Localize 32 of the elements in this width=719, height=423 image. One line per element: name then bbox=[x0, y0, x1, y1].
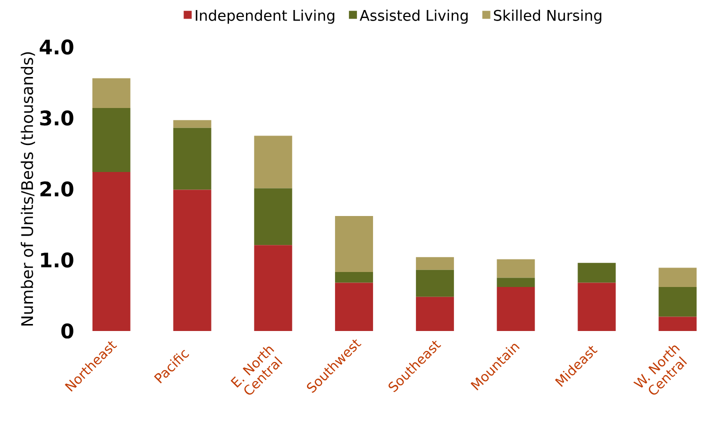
bar bbox=[416, 270, 454, 297]
bar bbox=[335, 272, 374, 283]
bar bbox=[416, 296, 454, 331]
bar bbox=[254, 136, 292, 188]
bar bbox=[416, 257, 454, 270]
legend-label: Assisted Living bbox=[360, 10, 468, 24]
bar bbox=[254, 188, 292, 246]
bar bbox=[173, 190, 212, 331]
y-tick-label: 3.0 bbox=[40, 110, 74, 126]
bar bbox=[658, 268, 697, 287]
bar bbox=[335, 216, 374, 272]
y-axis-title: Number of Units/Beds (thousands) bbox=[20, 52, 36, 326]
bar bbox=[173, 128, 212, 190]
bar bbox=[92, 78, 130, 108]
legend-label: Independent Living bbox=[196, 10, 334, 24]
y-tick-label: 0 bbox=[61, 323, 74, 339]
y-tick-label: 2.0 bbox=[40, 181, 74, 197]
bar bbox=[173, 120, 212, 128]
bar bbox=[658, 286, 697, 317]
bar bbox=[496, 286, 535, 331]
bar bbox=[578, 282, 616, 331]
bar bbox=[335, 282, 374, 331]
bar bbox=[254, 245, 292, 331]
bar bbox=[658, 316, 697, 331]
y-tick-label: 4.0 bbox=[40, 39, 74, 55]
bar bbox=[496, 278, 535, 287]
bar bbox=[496, 259, 535, 278]
bar bbox=[92, 172, 130, 331]
y-tick-label: 1.0 bbox=[41, 252, 74, 268]
bar bbox=[92, 108, 130, 172]
legend-label: Skilled Nursing bbox=[494, 10, 602, 24]
bar bbox=[578, 262, 616, 283]
